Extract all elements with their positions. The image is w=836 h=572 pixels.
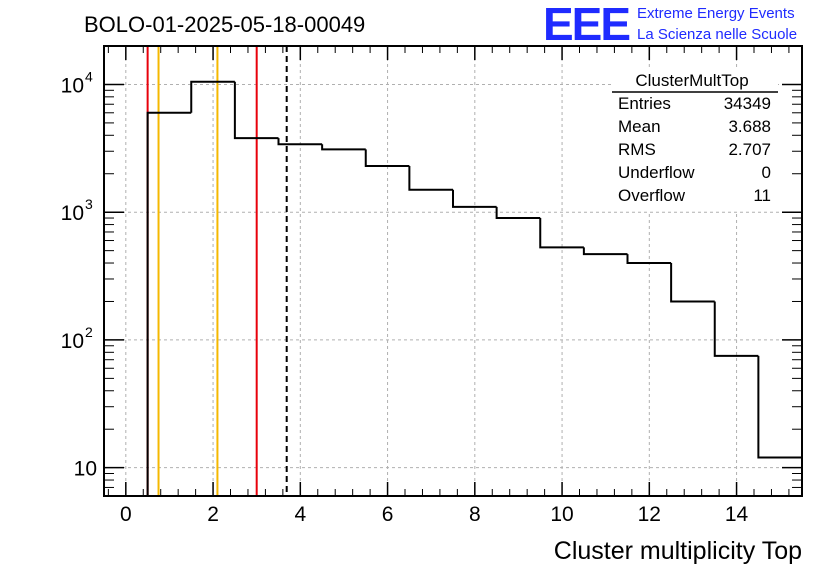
x-tick-label: 4 [294,503,306,526]
histogram-bin [539,218,584,249]
eee-logo-mark: EEE [543,0,629,50]
histogram-bin [757,355,802,459]
x-tick-label: 2 [207,503,219,526]
histogram-bin [408,165,453,191]
histogram-bin [233,81,279,140]
x-tick-label: 8 [469,503,481,526]
stats-underflow-value: 0 [762,163,771,182]
y-tick-exponent: 3 [85,196,93,212]
stats-mean-label: Mean [618,117,661,136]
histogram-bin [321,144,366,151]
stats-overflow-label: Overflow [618,186,686,205]
y-tick-label: 10 [61,74,84,97]
histogram-bin [670,263,715,303]
stats-rms-label: RMS [618,140,656,159]
histogram-bin [146,111,192,496]
x-tick-label: 6 [382,503,394,526]
x-axis-label: Cluster multiplicity Top [554,537,802,565]
histogram-bin [582,247,628,256]
histogram-bin [277,138,323,146]
histogram-bin [190,80,235,113]
histogram-bins [104,80,802,497]
histogram-bin [626,254,672,265]
stats-entries-value: 34349 [724,94,771,113]
chart-title: BOLO-01-2025-05-18-00049 [84,12,365,37]
stats-overflow-value: 11 [753,186,771,205]
x-axis: 0 2 4 6 8 10 12 14 [107,46,790,526]
x-tick-label: 0 [120,503,132,526]
stats-mean-value: 3.688 [728,117,771,136]
histogram-bin [364,149,410,167]
y-tick-exponent: 4 [85,68,93,84]
x-tick-label: 14 [725,503,749,526]
y-tick-exponent: 2 [85,324,93,340]
stats-rms-value: 2.707 [728,140,771,159]
stats-box-title: ClusterMultTop [635,71,748,90]
x-tick-label: 10 [550,503,573,526]
eee-logo-line2: La Scienza nelle Scuole [637,26,797,43]
stats-entries-label: Entries [618,94,671,113]
eee-logo: EEE Extreme Energy Events La Scienza nel… [543,0,797,50]
histogram-bin [713,301,759,357]
y-tick-label: 10 [74,458,97,481]
y-tick-label: 10 [61,202,84,225]
y-tick-label: 10 [61,330,84,353]
plot-frame [103,45,803,497]
histogram-bin [495,206,541,220]
eee-logo-line1: Extreme Energy Events [637,5,795,22]
stats-underflow-label: Underflow [618,163,695,182]
histogram-bin [452,189,497,208]
stats-box: ClusterMultTop Entries 34349 Mean 3.688 … [612,69,778,211]
x-tick-label: 12 [638,503,661,526]
